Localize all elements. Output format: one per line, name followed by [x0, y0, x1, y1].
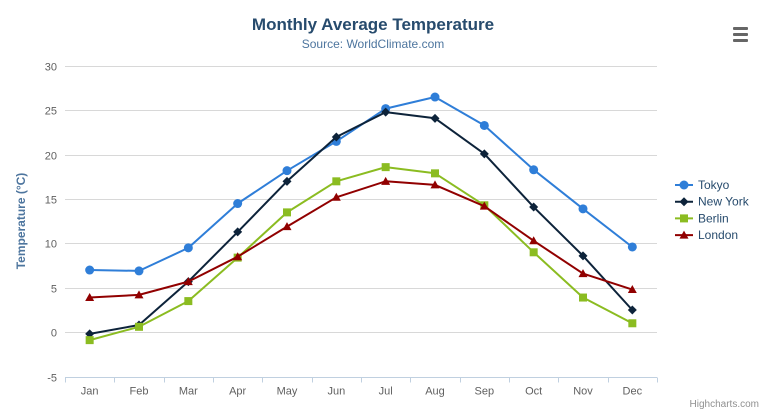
credits-link[interactable]: Highcharts.com [690, 399, 759, 410]
y-axis-tick-label: 15 [45, 195, 57, 207]
series-line-london [88, 180, 634, 299]
data-point-new-york-aug[interactable] [430, 113, 440, 123]
y-axis-tick-label: 0 [51, 328, 57, 340]
y-axis-tick-label: 25 [45, 106, 57, 118]
data-point-berlin-jan[interactable] [85, 336, 94, 345]
plot-area: -5 0 5 10 15 20 25 30 Jan Feb Mar Apr May Jun Jul Aug Se… [45, 62, 750, 398]
data-point-new-york-sep[interactable] [479, 149, 489, 159]
legend-label-new-york: New York [698, 195, 750, 209]
data-point-tokyo-apr[interactable] [233, 199, 243, 209]
data-point-berlin-jun[interactable] [332, 177, 341, 186]
data-point-london-oct[interactable] [529, 236, 539, 245]
x-axis-tick-label: Dec [623, 386, 643, 398]
x-axis-tick-label: Oct [525, 386, 542, 398]
series-line-new-york [88, 111, 634, 335]
data-point-berlin-oct[interactable] [529, 248, 538, 257]
data-point-new-york-jul[interactable] [381, 107, 391, 117]
data-point-tokyo-nov[interactable] [578, 204, 588, 214]
legend-item-new-york[interactable]: New York [675, 195, 750, 209]
x-axis-tick-label: Jun [327, 386, 345, 398]
data-point-tokyo-may[interactable] [282, 166, 292, 176]
data-point-london-apr[interactable] [233, 252, 243, 261]
x-axis-tick-label: Sep [475, 386, 495, 398]
hamburger-menu-icon [733, 32, 748, 36]
data-point-tokyo-mar[interactable] [183, 243, 193, 253]
y-axis-tick-label: 5 [51, 284, 57, 296]
data-point-new-york-dec[interactable] [627, 305, 637, 315]
data-point-london-may[interactable] [282, 222, 292, 231]
y-axis-title: Temperature (°C) [14, 173, 28, 270]
data-point-new-york-jun[interactable] [331, 132, 341, 142]
series-line-tokyo [88, 96, 634, 272]
hamburger-menu-icon [733, 38, 748, 42]
x-axis-tick-label: Nov [573, 386, 593, 398]
series-line-berlin [88, 166, 634, 342]
legend-item-london[interactable]: London [675, 228, 738, 242]
legend-label-berlin: Berlin [698, 211, 729, 225]
data-point-tokyo-feb[interactable] [134, 266, 144, 276]
data-point-new-york-apr[interactable] [233, 227, 243, 237]
data-point-berlin-nov[interactable] [579, 293, 587, 302]
legend-item-tokyo[interactable]: Tokyo [675, 178, 730, 192]
legend-marker-london [679, 230, 689, 239]
data-point-tokyo-aug[interactable] [430, 92, 440, 102]
x-axis-tick-label: Feb [130, 386, 149, 398]
y-axis-tick-label: 10 [45, 239, 57, 251]
data-point-tokyo-oct[interactable] [529, 165, 539, 175]
data-point-london-aug[interactable] [430, 180, 440, 189]
data-point-tokyo-sep[interactable] [479, 120, 489, 130]
data-point-london-jul[interactable] [381, 176, 391, 185]
hamburger-menu-icon [733, 26, 748, 30]
data-point-london-mar[interactable] [183, 277, 193, 286]
x-axis-tick-label: Jul [379, 386, 393, 398]
y-axis-tick-label: 30 [45, 62, 57, 74]
x-axis-tick-label: Apr [229, 386, 246, 398]
x-axis-tick-label: Jan [81, 386, 99, 398]
x-axis-tick-label: Aug [425, 386, 445, 398]
data-point-berlin-aug[interactable] [431, 169, 439, 178]
legend-marker-berlin [680, 214, 688, 223]
data-point-tokyo-dec[interactable] [627, 242, 637, 252]
data-point-london-sep[interactable] [479, 201, 489, 210]
data-point-new-york-may[interactable] [282, 176, 292, 186]
legend-label-tokyo: Tokyo [698, 178, 730, 192]
data-point-london-jan[interactable] [85, 293, 95, 302]
data-point-berlin-dec[interactable] [628, 319, 637, 328]
data-point-london-nov[interactable] [578, 269, 588, 278]
data-point-berlin-may[interactable] [283, 208, 291, 217]
data-point-new-york-oct[interactable] [529, 202, 539, 212]
legend-item-berlin[interactable]: Berlin [675, 211, 729, 225]
legend-label-london: London [698, 228, 738, 242]
chart-title: Monthly Average Temperature [252, 15, 494, 34]
data-point-berlin-jul[interactable] [381, 163, 390, 172]
chart-subtitle: Source: WorldClimate.com [302, 37, 445, 51]
data-point-london-feb[interactable] [134, 290, 144, 299]
legend-marker-tokyo [679, 180, 689, 190]
data-point-tokyo-jan[interactable] [85, 265, 95, 275]
y-axis-tick-label: -5 [47, 373, 57, 385]
data-point-berlin-mar[interactable] [184, 297, 193, 306]
legend-marker-new-york [679, 197, 689, 207]
data-point-london-jun[interactable] [331, 192, 341, 201]
data-point-new-york-nov[interactable] [578, 251, 588, 261]
data-point-berlin-feb[interactable] [135, 322, 143, 331]
x-axis-tick-label: Mar [179, 386, 198, 398]
data-point-london-dec[interactable] [627, 285, 637, 294]
export-menu-button[interactable] [731, 22, 755, 46]
x-axis-tick-label: May [277, 386, 298, 398]
y-axis-tick-label: 20 [45, 151, 57, 163]
